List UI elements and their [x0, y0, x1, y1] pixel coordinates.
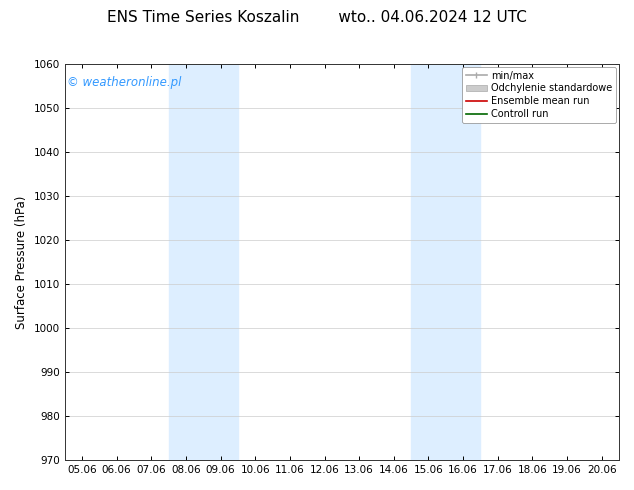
Bar: [411, 64, 481, 460]
Text: ENS Time Series Koszalin        wto.. 04.06.2024 12 UTC: ENS Time Series Koszalin wto.. 04.06.202…: [107, 10, 527, 25]
Y-axis label: Surface Pressure (hPa): Surface Pressure (hPa): [15, 195, 28, 329]
Bar: [169, 64, 238, 460]
Text: © weatheronline.pl: © weatheronline.pl: [67, 75, 182, 89]
Legend: min/max, Odchylenie standardowe, Ensemble mean run, Controll run: min/max, Odchylenie standardowe, Ensembl…: [462, 67, 616, 123]
